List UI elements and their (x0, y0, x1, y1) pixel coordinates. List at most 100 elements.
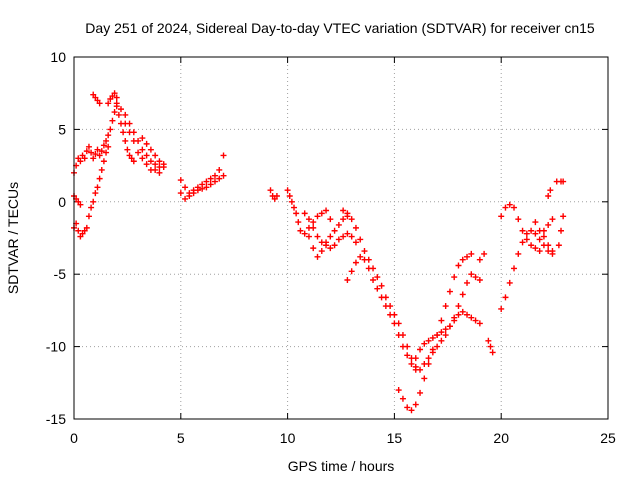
data-point (528, 242, 535, 249)
data-point (547, 187, 554, 194)
data-point (532, 245, 539, 252)
data-point (399, 395, 406, 402)
data-point (113, 100, 120, 107)
data-point (327, 233, 334, 240)
data-point (558, 227, 565, 234)
data-point (267, 187, 274, 194)
data-point (115, 111, 122, 118)
data-point (203, 184, 210, 191)
data-point (335, 221, 342, 228)
data-point (113, 94, 120, 101)
data-point (220, 172, 227, 179)
data-point (502, 294, 509, 301)
data-point (555, 242, 562, 249)
data-point (408, 407, 415, 414)
y-tick-label: 0 (58, 194, 66, 210)
data-point (331, 227, 338, 234)
data-point (438, 317, 445, 324)
data-point (216, 175, 223, 182)
data-point (318, 239, 325, 246)
data-point (88, 149, 95, 156)
data-point (335, 236, 342, 243)
data-point (207, 175, 214, 182)
data-point (310, 219, 317, 226)
data-point (122, 111, 129, 118)
data-point (468, 271, 475, 278)
data-point (177, 177, 184, 184)
data-point (199, 185, 206, 192)
data-point (352, 239, 359, 246)
data-point (111, 90, 118, 97)
data-points (71, 90, 567, 414)
data-point (540, 233, 547, 240)
data-point (536, 236, 543, 243)
data-point (498, 305, 505, 312)
data-point (391, 320, 398, 327)
data-point (126, 129, 133, 136)
data-point (464, 253, 471, 260)
data-point (301, 210, 308, 217)
data-point (156, 158, 163, 165)
data-point (370, 276, 377, 283)
data-point (374, 274, 381, 281)
data-point (156, 169, 163, 176)
data-point (143, 161, 150, 168)
data-point (111, 109, 118, 116)
data-point (143, 140, 150, 147)
data-point (487, 343, 494, 350)
data-point (152, 161, 159, 168)
data-point (301, 230, 308, 237)
data-point (502, 204, 509, 211)
data-point (468, 250, 475, 257)
data-point (83, 148, 90, 155)
data-point (96, 100, 103, 107)
data-point (135, 149, 142, 156)
data-point (194, 187, 201, 194)
series-arc-26 (553, 178, 567, 249)
data-point (476, 320, 483, 327)
series-arc-1 (71, 103, 137, 176)
data-point (549, 216, 556, 223)
data-point (442, 326, 449, 333)
data-point (220, 152, 227, 159)
data-point (446, 323, 453, 330)
data-point (130, 158, 137, 165)
series-arc-14 (301, 210, 359, 252)
y-tick-label: 10 (50, 49, 66, 65)
data-point (340, 216, 347, 223)
data-point (143, 152, 150, 159)
data-point (348, 233, 355, 240)
data-point (506, 279, 513, 286)
data-point (429, 349, 436, 356)
data-point (92, 151, 99, 158)
data-point (472, 317, 479, 324)
data-point (485, 337, 492, 344)
data-point (506, 201, 513, 208)
data-point (305, 233, 312, 240)
data-point (421, 340, 428, 347)
data-point (515, 216, 522, 223)
series-arc-3 (71, 193, 84, 208)
series-arc-16 (344, 253, 419, 373)
y-axis-label: SDTVAR / TECUs (5, 182, 21, 294)
series-arc-12 (284, 187, 334, 237)
data-point (318, 248, 325, 255)
data-point (365, 265, 372, 272)
data-point (203, 178, 210, 185)
data-point (90, 155, 97, 162)
series-arc-25 (540, 216, 556, 234)
data-point (404, 352, 411, 359)
data-point (130, 137, 137, 144)
data-point (305, 216, 312, 223)
data-point (323, 207, 330, 214)
data-point (417, 346, 424, 353)
data-point (408, 360, 415, 367)
data-point (545, 193, 552, 200)
data-point (152, 152, 159, 159)
data-point (177, 190, 184, 197)
data-point (455, 311, 462, 318)
data-point (344, 210, 351, 217)
data-point (318, 210, 325, 217)
data-point (327, 216, 334, 223)
data-point (327, 245, 334, 252)
